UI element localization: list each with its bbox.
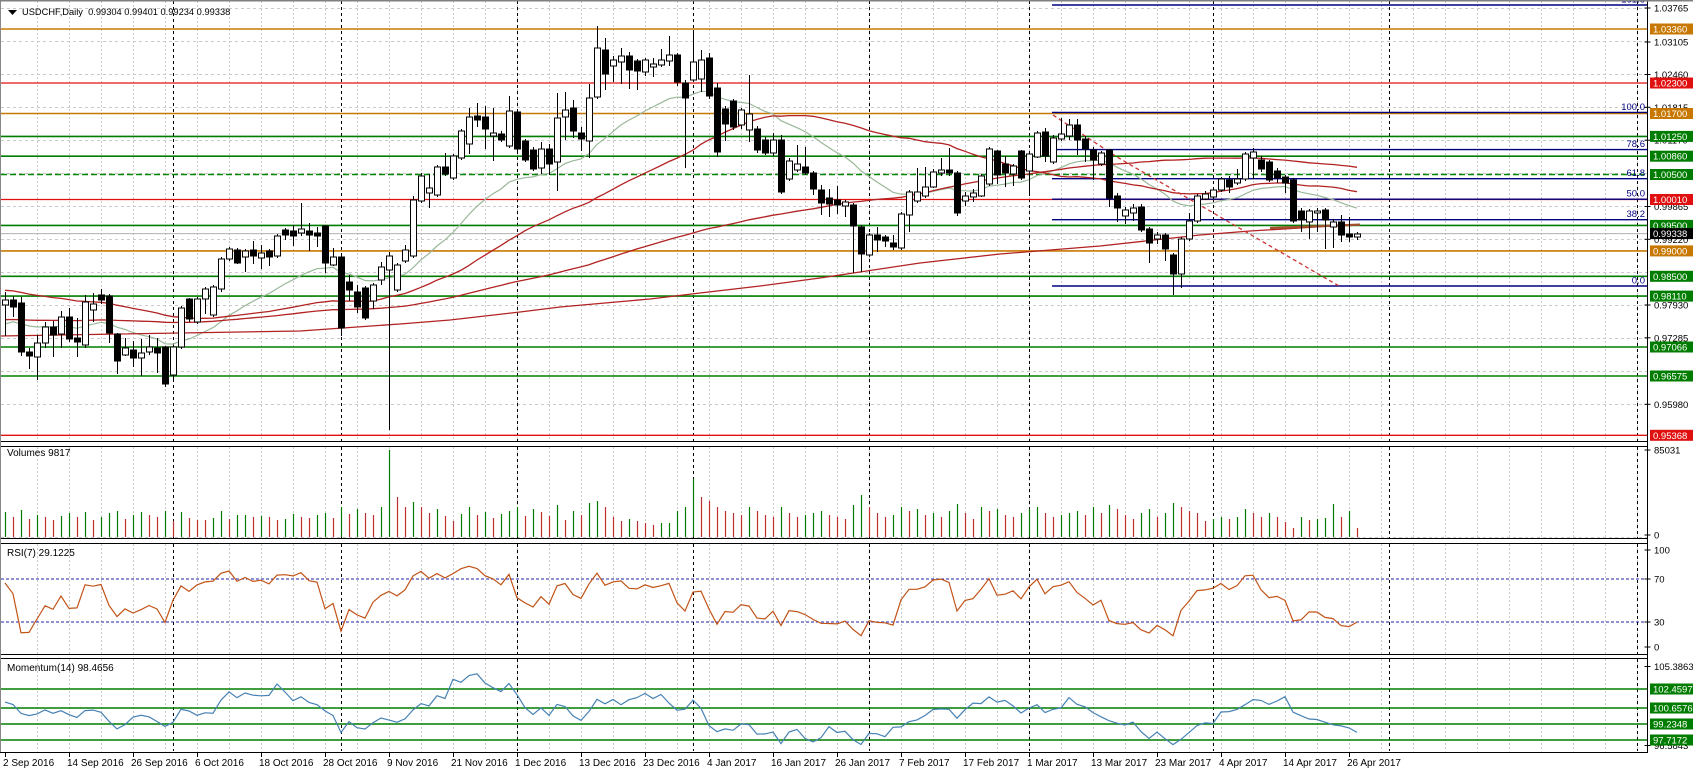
svg-text:23 Mar 2017: 23 Mar 2017 <box>1155 758 1212 769</box>
svg-text:Momentum(14) 98.4656: Momentum(14) 98.4656 <box>7 663 114 674</box>
svg-text:78.6: 78.6 <box>1627 139 1646 150</box>
svg-text:26 Apr 2017: 26 Apr 2017 <box>1347 758 1401 769</box>
svg-text:17 Feb 2017: 17 Feb 2017 <box>963 758 1020 769</box>
svg-text:1.01700: 1.01700 <box>1653 109 1687 120</box>
svg-text:85031: 85031 <box>1654 446 1680 457</box>
svg-text:16 Jan 2017: 16 Jan 2017 <box>771 758 826 769</box>
svg-text:1.03360: 1.03360 <box>1653 25 1687 36</box>
svg-text:99.2348: 99.2348 <box>1653 720 1687 731</box>
svg-text:4 Apr 2017: 4 Apr 2017 <box>1219 758 1268 769</box>
svg-text:18 Oct 2016: 18 Oct 2016 <box>259 758 314 769</box>
svg-text:70: 70 <box>1654 575 1665 586</box>
svg-text:1.02460: 1.02460 <box>1654 70 1688 81</box>
svg-text:0.95980: 0.95980 <box>1654 400 1688 411</box>
svg-text:0.96575: 0.96575 <box>1653 372 1687 383</box>
svg-text:0.97285: 0.97285 <box>1654 333 1688 344</box>
svg-text:28 Oct 2016: 28 Oct 2016 <box>323 758 378 769</box>
svg-text:161.8: 161.8 <box>1621 0 1645 6</box>
svg-text:USDCHF,Daily 0.99304 0.99401: USDCHF,Daily 0.99304 0.99401 0.99234 0.9… <box>22 7 230 17</box>
svg-text:61.8: 61.8 <box>1627 168 1646 179</box>
svg-text:26 Jan 2017: 26 Jan 2017 <box>835 758 890 769</box>
svg-text:1.03105: 1.03105 <box>1654 38 1688 49</box>
svg-text:100: 100 <box>1654 546 1670 557</box>
svg-text:1.02300: 1.02300 <box>1653 79 1687 90</box>
svg-text:23 Dec 2016: 23 Dec 2016 <box>643 758 700 769</box>
svg-text:9 Nov 2016: 9 Nov 2016 <box>387 758 439 769</box>
svg-text:100.6576: 100.6576 <box>1653 704 1693 715</box>
svg-text:1.00010: 1.00010 <box>1653 195 1687 206</box>
svg-text:0.0: 0.0 <box>1632 276 1645 287</box>
svg-text:0: 0 <box>1654 643 1659 654</box>
svg-text:0.97066: 0.97066 <box>1653 343 1687 354</box>
svg-text:14 Sep 2016: 14 Sep 2016 <box>67 758 124 769</box>
svg-text:6 Oct 2016: 6 Oct 2016 <box>195 758 244 769</box>
svg-text:4 Jan 2017: 4 Jan 2017 <box>707 758 757 769</box>
svg-text:Volumes 9817: Volumes 9817 <box>7 448 71 459</box>
svg-text:97.7172: 97.7172 <box>1653 736 1687 747</box>
svg-text:50.0: 50.0 <box>1627 189 1646 200</box>
svg-text:105.3863: 105.3863 <box>1654 662 1693 673</box>
svg-text:38.2: 38.2 <box>1627 209 1646 220</box>
svg-text:1.01250: 1.01250 <box>1653 132 1687 143</box>
svg-text:1.00860: 1.00860 <box>1653 152 1687 163</box>
svg-text:100.0: 100.0 <box>1621 102 1645 113</box>
svg-text:0.95368: 0.95368 <box>1653 431 1687 442</box>
svg-text:14 Apr 2017: 14 Apr 2017 <box>1283 758 1337 769</box>
svg-text:13 Dec 2016: 13 Dec 2016 <box>579 758 636 769</box>
svg-text:7 Feb 2017: 7 Feb 2017 <box>899 758 950 769</box>
svg-text:96.5843: 96.5843 <box>1654 741 1688 752</box>
svg-text:13 Mar 2017: 13 Mar 2017 <box>1091 758 1148 769</box>
svg-text:102.4597: 102.4597 <box>1653 685 1693 696</box>
svg-text:0.97930: 0.97930 <box>1654 301 1688 312</box>
svg-text:0.99000: 0.99000 <box>1653 246 1687 257</box>
svg-text:0: 0 <box>1654 531 1659 542</box>
svg-text:21 Nov 2016: 21 Nov 2016 <box>451 758 508 769</box>
svg-text:0.99500: 0.99500 <box>1653 221 1687 232</box>
svg-text:1 Mar 2017: 1 Mar 2017 <box>1027 758 1078 769</box>
svg-text:0.99220: 0.99220 <box>1654 235 1688 246</box>
svg-text:0.98110: 0.98110 <box>1653 292 1687 303</box>
svg-text:1 Dec 2016: 1 Dec 2016 <box>515 758 567 769</box>
svg-text:RSI(7) 29.1225: RSI(7) 29.1225 <box>7 548 75 559</box>
svg-text:0.99338: 0.99338 <box>1653 229 1687 240</box>
svg-text:30: 30 <box>1654 618 1665 629</box>
svg-text:1.03765: 1.03765 <box>1654 4 1688 15</box>
svg-text:0.98500: 0.98500 <box>1653 272 1687 283</box>
svg-text:26 Sep 2016: 26 Sep 2016 <box>131 758 188 769</box>
svg-text:1.00500: 1.00500 <box>1653 170 1687 181</box>
svg-text:2 Sep 2016: 2 Sep 2016 <box>3 758 55 769</box>
svg-text:0.99865: 0.99865 <box>1654 202 1688 213</box>
